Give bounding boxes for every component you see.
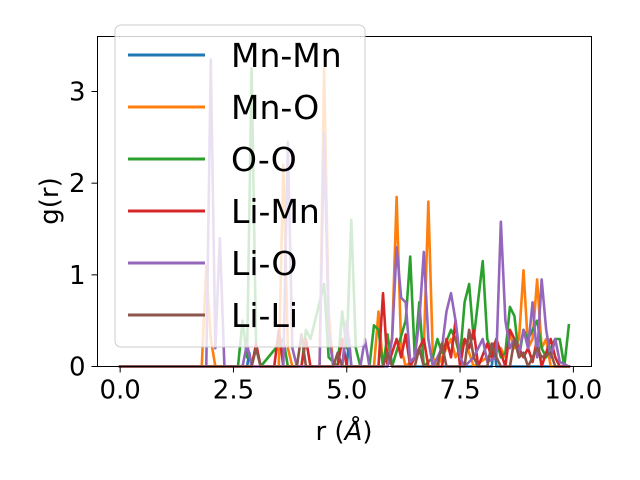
- x-axis: 0.0 2.5 5.0 7.5 10.0: [99, 366, 602, 406]
- x-tick-label: 0.0: [99, 376, 140, 406]
- y-tick-label: 2: [69, 169, 86, 199]
- x-tick-label: 2.5: [213, 376, 254, 406]
- x-tick-label: 10.0: [544, 376, 602, 406]
- y-tick-label: 0: [69, 353, 86, 383]
- x-tick-label: 5.0: [326, 376, 367, 406]
- legend-label-mn-o: Mn-O: [231, 88, 319, 127]
- legend-label-li-mn: Li-Mn: [231, 192, 320, 231]
- y-axis-label: g(r): [35, 177, 65, 224]
- legend-label-li-o: Li-O: [231, 244, 297, 283]
- y-axis: 0 1 2 3: [69, 78, 98, 383]
- y-tick-label: 3: [69, 78, 86, 108]
- legend-label-mn-mn: Mn-Mn: [231, 36, 342, 75]
- legend-label-li-li: Li-Li: [231, 296, 298, 335]
- legend: Mn-Mn Mn-O O-O Li-Mn Li-O Li-Li: [114, 24, 366, 348]
- y-tick-label: 1: [69, 261, 86, 291]
- x-tick-label: 7.5: [439, 376, 480, 406]
- legend-label-o-o: O-O: [231, 140, 297, 179]
- x-axis-label: r (Å): [315, 415, 372, 447]
